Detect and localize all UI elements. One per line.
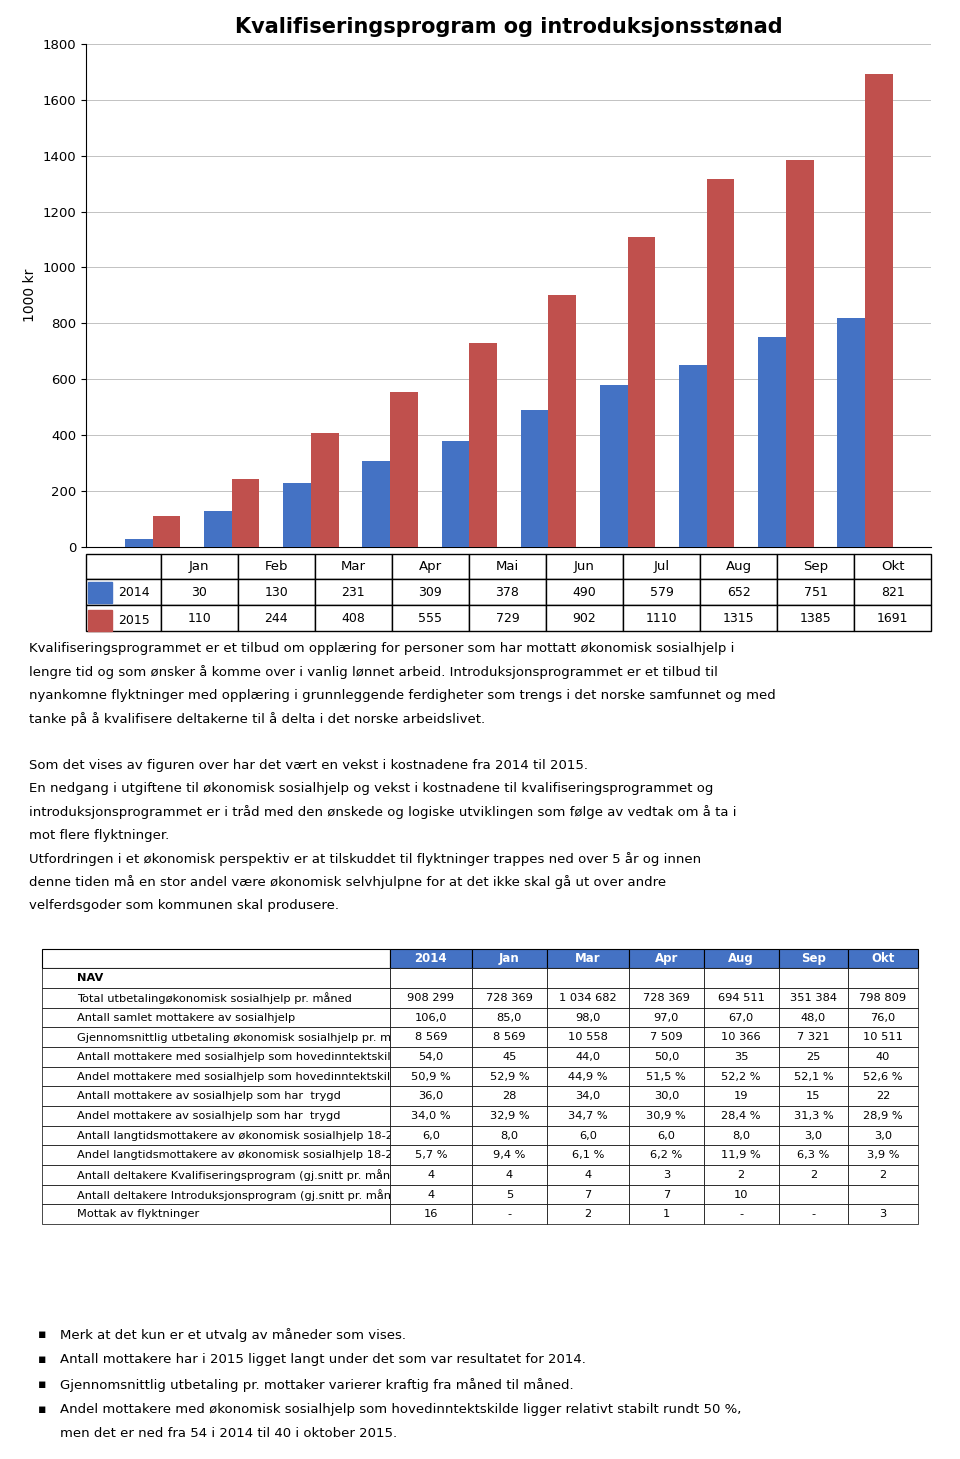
Bar [442,442,469,547]
Bar [88,610,111,630]
Bar [786,160,814,547]
Bar [865,74,893,547]
Bar [679,365,707,547]
Bar [707,179,734,547]
Bar [125,538,153,547]
Bar [628,236,656,547]
Title: Kvalifiseringsprogram og introduksjonsstønad: Kvalifiseringsprogram og introduksjonsst… [235,16,782,36]
Bar [837,318,865,547]
Text: Andel mottakere med økonomisk sosialhjelp som hovedinntektskilde ligger relativt: Andel mottakere med økonomisk sosialhjel… [60,1402,742,1415]
Text: Gjennomsnittlig utbetaling pr. mottaker varierer kraftig fra måned til måned.: Gjennomsnittlig utbetaling pr. mottaker … [60,1377,574,1392]
Text: ▪: ▪ [37,1377,46,1390]
Bar [283,483,311,547]
Bar [548,295,576,547]
Text: lengre tid og som ønsker å komme over i vanlig lønnet arbeid. Introduksjonsprogr: lengre tid og som ønsker å komme over i … [29,665,718,680]
Bar [153,516,180,547]
Text: men det er ned fra 54 i 2014 til 40 i oktober 2015.: men det er ned fra 54 i 2014 til 40 i ok… [60,1427,397,1440]
Bar [362,461,390,547]
Text: Merk at det kun er et utvalg av måneder som vises.: Merk at det kun er et utvalg av måneder … [60,1328,406,1342]
Text: Antall mottakere har i 2015 ligget langt under det som var resultatet for 2014.: Antall mottakere har i 2015 ligget langt… [60,1352,587,1366]
Text: ▪: ▪ [37,1352,46,1366]
Text: En nedgang i utgiftene til økonomisk sosialhjelp og vekst i kostnadene til kvali: En nedgang i utgiftene til økonomisk sos… [29,782,713,795]
Bar [758,337,786,547]
Bar [469,343,497,547]
Text: tanke på å kvalifisere deltakerne til å delta i det norske arbeidslivet.: tanke på å kvalifisere deltakerne til å … [29,712,485,727]
Text: nyankomne flyktninger med opplæring i grunnleggende ferdigheter som trengs i det: nyankomne flyktninger med opplæring i gr… [29,689,776,702]
Bar [390,392,418,547]
Bar [231,479,259,547]
Text: velferdsgoder som kommunen skal produsere.: velferdsgoder som kommunen skal produser… [29,899,339,912]
Text: 2014: 2014 [118,587,150,598]
Text: ▪: ▪ [37,1402,46,1415]
Text: Som det vises av figuren over har det vært en vekst i kostnadene fra 2014 til 20: Som det vises av figuren over har det væ… [29,759,588,772]
Text: denne tiden må en stor andel være økonomisk selvhjulpne for at det ikke skal gå : denne tiden må en stor andel være økonom… [29,875,666,889]
Text: Kvalifiseringsprogrammet er et tilbud om opplæring for personer som har mottatt : Kvalifiseringsprogrammet er et tilbud om… [29,642,734,655]
Bar [520,410,548,547]
Bar [204,511,231,547]
Text: Utfordringen i et økonomisk perspektiv er at tilskuddet til flyktninger trappes : Utfordringen i et økonomisk perspektiv e… [29,852,701,865]
Bar [600,385,628,547]
Text: introduksjonsprogrammet er i tråd med den ønskede og logiske utviklingen som føl: introduksjonsprogrammet er i tråd med de… [29,805,736,820]
Text: ▪: ▪ [37,1328,46,1341]
Bar [311,433,339,547]
Y-axis label: 1000 kr: 1000 kr [23,268,37,322]
Bar [88,582,111,603]
Text: mot flere flyktninger.: mot flere flyktninger. [29,829,169,842]
Text: 2015: 2015 [118,614,151,627]
